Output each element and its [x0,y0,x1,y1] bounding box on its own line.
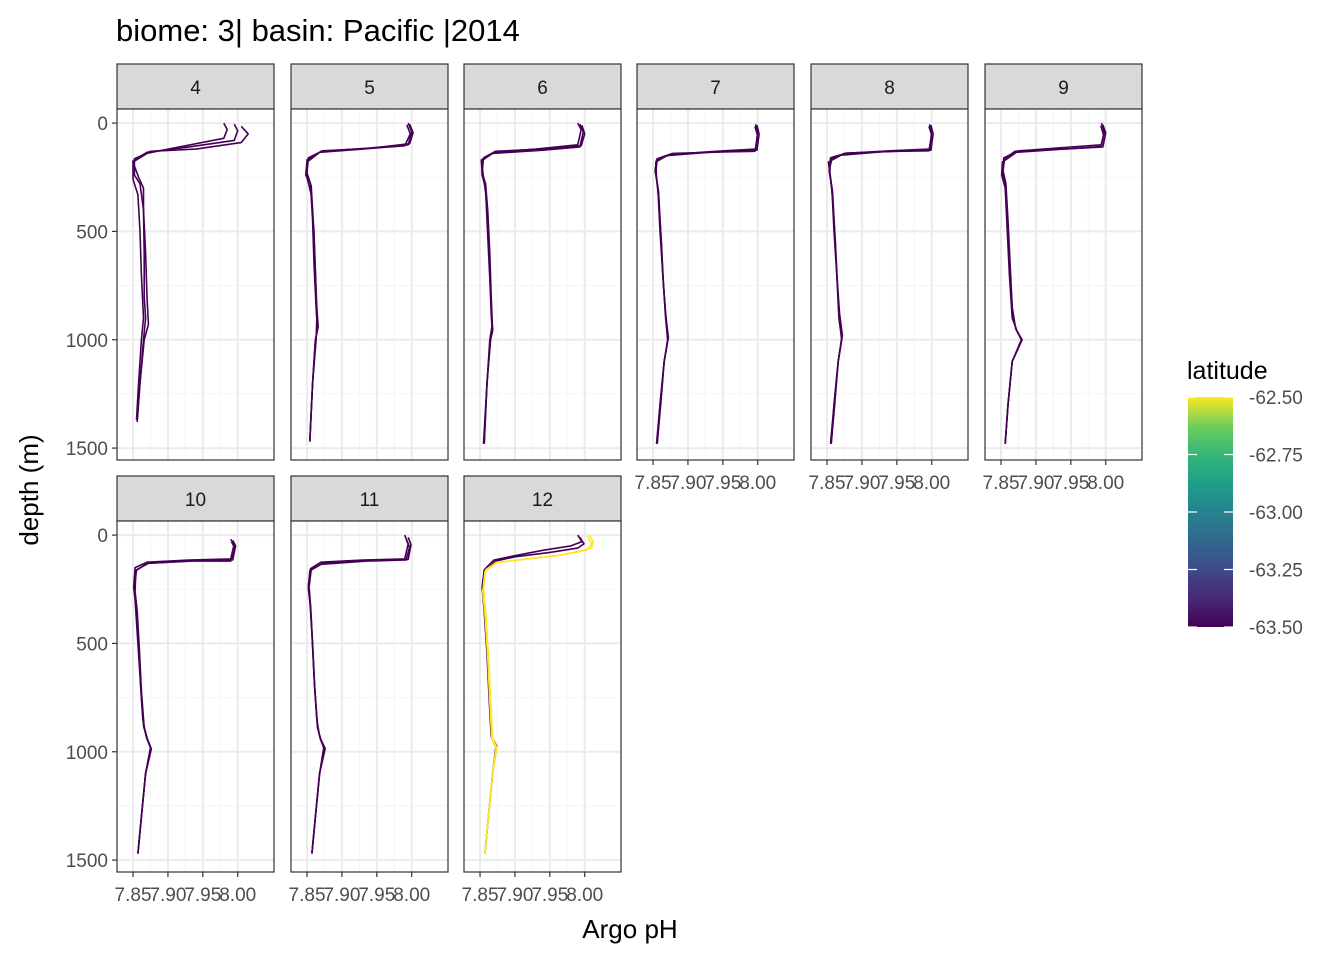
panel-border [290,520,449,873]
x-tick-label: 8.00 [566,885,603,906]
x-tick-label: 8.00 [1087,473,1124,494]
facet-panel: 7 7.857.907.958.00 [635,63,795,494]
series-line [481,125,586,444]
legend-label: -63.25 [1249,561,1303,582]
series-line [1001,125,1105,444]
legend-label: -63.00 [1249,503,1303,524]
legend-label: -62.75 [1249,446,1303,467]
facet-strip [290,63,449,110]
legend-label: -62.50 [1249,388,1303,409]
panel-border [116,108,275,461]
y-tick-label: 0 [97,114,108,135]
facet-strip [810,63,969,110]
chart-title: biome: 3| basin: Pacific |2014 [116,13,520,48]
x-tick-label: 7.90 [149,885,186,906]
facet-strip [463,63,622,110]
panel-background [291,109,448,460]
series-line [829,126,933,444]
facet-strip-label: 9 [1058,78,1069,99]
facet-strip [290,475,449,522]
facet-panel: 11 7.857.907.958.00 [289,475,449,906]
legend-title: latitude [1187,357,1268,385]
panel-background [291,521,448,872]
panel-border [636,108,795,461]
x-tick-label: 7.95 [878,473,915,494]
y-tick-label: 1500 [66,439,108,460]
facet-panel: 12 7.857.907.958.00 [462,475,622,906]
x-tick-label: 7.90 [323,885,360,906]
x-tick-label: 8.00 [219,885,256,906]
x-tick-label: 7.85 [462,885,499,906]
x-tick-label: 7.95 [358,885,395,906]
facet-panel: 6 [463,63,622,461]
x-tick-label: 7.95 [531,885,568,906]
facet-strip [116,63,275,110]
x-tick-label: 7.85 [635,473,672,494]
facet-panel: 8 7.857.907.958.00 [809,63,969,494]
panel-background [117,521,274,872]
x-tick-label: 7.85 [289,885,326,906]
facet-strip-label: 10 [185,490,206,511]
facet-panel: 10 0 500 1000 1500 7.857.907.958.00 [66,475,275,906]
series-line [132,123,239,420]
facet-strip-label: 11 [360,490,380,511]
y-tick-label: 500 [76,222,108,243]
panel-border [463,108,622,461]
x-tick-label: 8.00 [739,473,776,494]
facet-strip [636,63,795,110]
panel-background [464,109,621,460]
x-tick-label: 7.95 [704,473,741,494]
color-legend: latitude -62.50 -62.75 -63.00 -63.25 -63.50 [1187,357,1303,639]
facet-panel: 9 7.857.907.958.00 [983,63,1143,494]
panel-border [116,520,275,873]
x-axis-title: Argo pH [582,914,677,944]
facet-strip [463,475,622,522]
x-tick-label: 7.90 [496,885,533,906]
x-tick-label: 7.90 [843,473,880,494]
x-tick-label: 7.85 [115,885,152,906]
facet-strip-label: 5 [364,78,375,99]
panel-border [290,108,449,461]
x-tick-label: 7.85 [809,473,846,494]
facet-panel: 4 0 500 1000 1500 [66,63,275,461]
panel-border [984,108,1143,461]
series-line [133,125,249,420]
y-tick-label: 1500 [66,851,108,872]
series-line [482,535,593,854]
y-axis-title: depth (m) [14,434,44,545]
x-tick-label: 8.00 [393,885,430,906]
y-tick-label: 1000 [66,743,108,764]
panel-border [463,520,622,873]
x-tick-label: 7.90 [1017,473,1054,494]
facet-strip-label: 8 [884,78,895,99]
series-line [307,539,411,854]
facet-strip-label: 4 [190,78,201,99]
series-line [306,124,412,442]
series-line [134,541,236,854]
legend-label: -63.50 [1249,618,1303,639]
x-tick-label: 7.85 [983,473,1020,494]
panel-background [117,109,274,460]
facet-strip-label: 6 [537,78,548,99]
series-line [655,126,759,444]
facet-strip-label: 12 [532,490,553,511]
y-tick-label: 500 [76,634,108,655]
x-tick-label: 8.00 [913,473,950,494]
x-tick-label: 7.95 [184,885,221,906]
facet-strip-label: 7 [710,78,721,99]
panel-border [810,108,969,461]
y-tick-label: 0 [97,526,108,547]
facet-panel: 5 [290,63,449,461]
series-line [132,122,228,423]
x-tick-label: 7.90 [669,473,706,494]
y-tick-label: 1000 [66,331,108,352]
x-tick-label: 7.95 [1052,473,1089,494]
